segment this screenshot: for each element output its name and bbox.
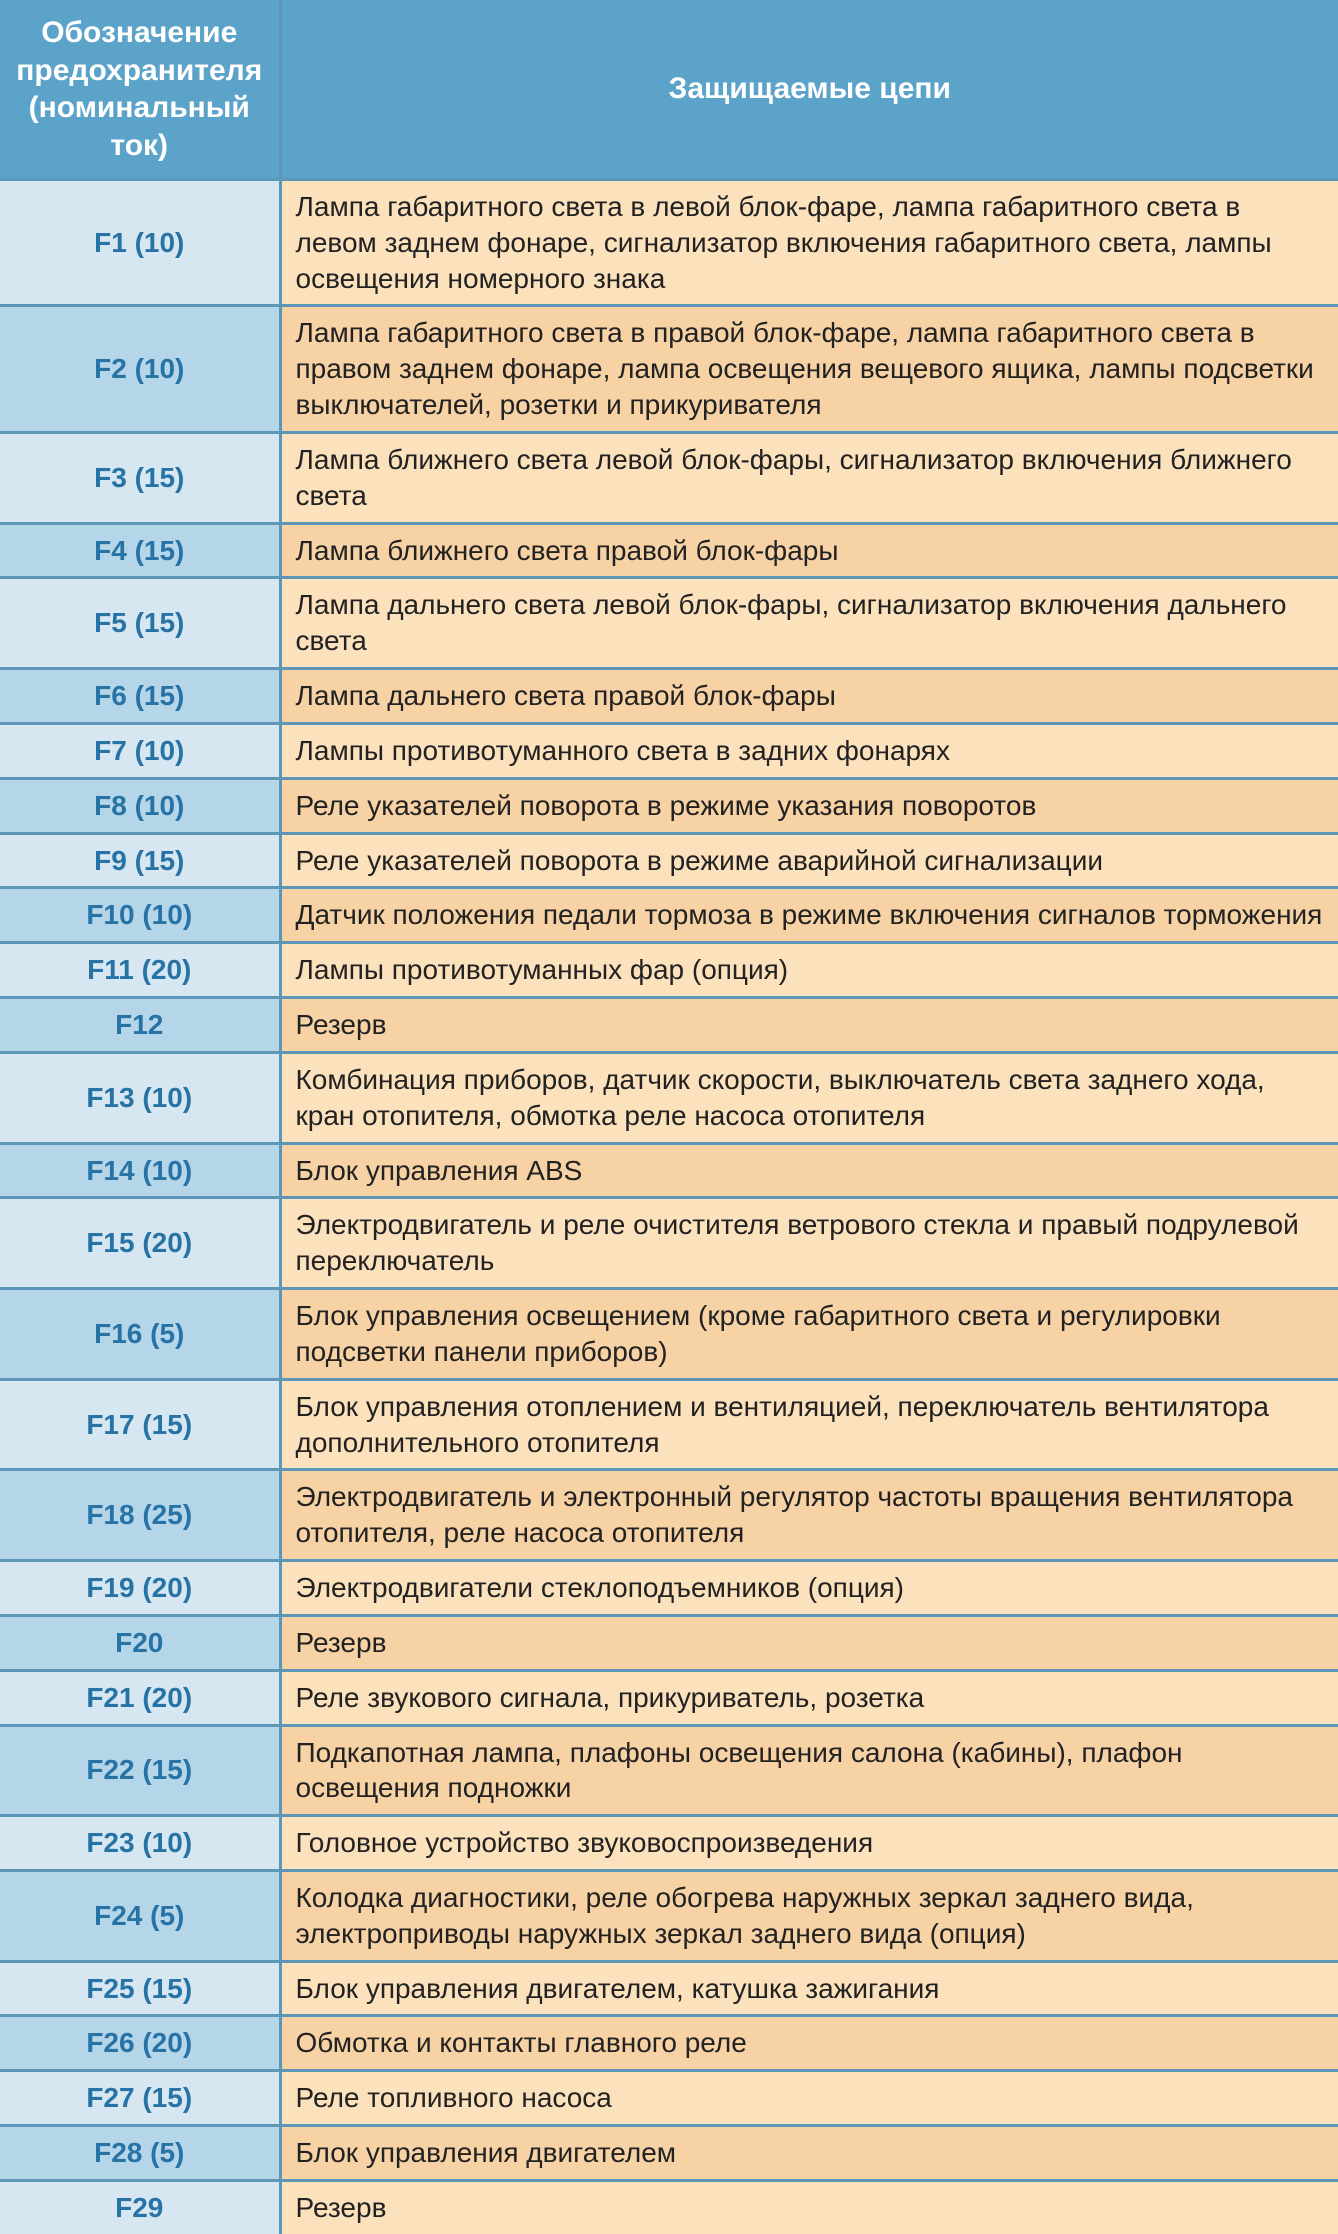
fuse-label: F18 (25) — [0, 1470, 280, 1561]
table-row: F17 (15)Блок управления отоплением и вен… — [0, 1379, 1338, 1470]
table-row: F9 (15)Реле указателей поворота в режиме… — [0, 833, 1338, 888]
circuit-description: Подкапотная лампа, плафоны освещения сал… — [280, 1725, 1338, 1816]
table-row: F27 (15)Реле топливного насоса — [0, 2071, 1338, 2126]
fuse-label: F4 (15) — [0, 523, 280, 578]
table-row: F6 (15)Лампа дальнего света правой блок-… — [0, 669, 1338, 724]
fuse-label: F15 (20) — [0, 1198, 280, 1289]
fuse-label: F5 (15) — [0, 578, 280, 669]
table-row: F28 (5)Блок управления двигателем — [0, 2126, 1338, 2181]
circuit-description: Датчик положения педали тормоза в режиме… — [280, 888, 1338, 943]
fuse-label: F6 (15) — [0, 669, 280, 724]
circuit-description: Блок управления освещением (кроме габари… — [280, 1289, 1338, 1380]
table-row: F14 (10)Блок управления ABS — [0, 1143, 1338, 1198]
circuit-description: Электродвигатель и реле очистителя ветро… — [280, 1198, 1338, 1289]
fuse-label: F26 (20) — [0, 2016, 280, 2071]
circuit-description: Головное устройство звуковоспроизведения — [280, 1816, 1338, 1871]
circuit-description: Колодка диагностики, реле обогрева наруж… — [280, 1870, 1338, 1961]
table-row: F3 (15)Лампа ближнего света левой блок-ф… — [0, 432, 1338, 523]
table-row: F29Резерв — [0, 2180, 1338, 2233]
fuse-label: F7 (10) — [0, 723, 280, 778]
circuit-description: Лампа ближнего света левой блок-фары, си… — [280, 432, 1338, 523]
circuit-description: Реле указателей поворота в режиме аварий… — [280, 833, 1338, 888]
table-row: F19 (20)Электродвигатели стеклоподъемник… — [0, 1561, 1338, 1616]
circuit-description: Резерв — [280, 1615, 1338, 1670]
fuse-label: F12 — [0, 998, 280, 1053]
fuse-label: F25 (15) — [0, 1961, 280, 2016]
fuse-label: F29 — [0, 2180, 280, 2233]
circuit-description: Резерв — [280, 2180, 1338, 2233]
table-row: F16 (5)Блок управления освещением (кроме… — [0, 1289, 1338, 1380]
circuit-description: Электродвигатель и электронный регулятор… — [280, 1470, 1338, 1561]
table-row: F25 (15)Блок управления двигателем, кату… — [0, 1961, 1338, 2016]
table-row: F10 (10)Датчик положения педали тормоза … — [0, 888, 1338, 943]
fuse-label: F21 (20) — [0, 1670, 280, 1725]
fuse-label: F14 (10) — [0, 1143, 280, 1198]
table-header-row: Обозначение предохранителя (номинальный … — [0, 0, 1338, 180]
circuit-description: Блок управления двигателем — [280, 2126, 1338, 2181]
circuit-description: Лампы противотуманного света в задних фо… — [280, 723, 1338, 778]
circuit-description: Электродвигатели стеклоподъемников (опци… — [280, 1561, 1338, 1616]
table-row: F22 (15)Подкапотная лампа, плафоны освещ… — [0, 1725, 1338, 1816]
table-row: F12Резерв — [0, 998, 1338, 1053]
circuit-description: Реле топливного насоса — [280, 2071, 1338, 2126]
fuse-label: F19 (20) — [0, 1561, 280, 1616]
table-row: F23 (10)Головное устройство звуковоспрои… — [0, 1816, 1338, 1871]
fuse-label: F27 (15) — [0, 2071, 280, 2126]
circuit-description: Блок управления двигателем, катушка зажи… — [280, 1961, 1338, 2016]
table-row: F24 (5)Колодка диагностики, реле обогрев… — [0, 1870, 1338, 1961]
circuit-description: Лампа дальнего света правой блок-фары — [280, 669, 1338, 724]
fuse-label: F20 — [0, 1615, 280, 1670]
fuse-label: F2 (10) — [0, 306, 280, 432]
fuse-label: F16 (5) — [0, 1289, 280, 1380]
header-circuit: Защищаемые цепи — [280, 0, 1338, 180]
header-fuse: Обозначение предохранителя (номинальный … — [0, 0, 280, 180]
table-row: F20Резерв — [0, 1615, 1338, 1670]
table-row: F2 (10)Лампа габаритного света в правой … — [0, 306, 1338, 432]
table-row: F11 (20)Лампы противотуманных фар (опция… — [0, 943, 1338, 998]
table-row: F1 (10)Лампа габаритного света в левой б… — [0, 180, 1338, 306]
table-row: F4 (15)Лампа ближнего света правой блок-… — [0, 523, 1338, 578]
fuse-label: F3 (15) — [0, 432, 280, 523]
circuit-description: Лампа габаритного света в левой блок-фар… — [280, 180, 1338, 306]
circuit-description: Лампа габаритного света в правой блок-фа… — [280, 306, 1338, 432]
circuit-description: Лампа дальнего света левой блок-фары, си… — [280, 578, 1338, 669]
circuit-description: Блок управления отоплением и вентиляцией… — [280, 1379, 1338, 1470]
fuse-label: F22 (15) — [0, 1725, 280, 1816]
fuse-label: F10 (10) — [0, 888, 280, 943]
circuit-description: Лампы противотуманных фар (опция) — [280, 943, 1338, 998]
fuse-table: Обозначение предохранителя (номинальный … — [0, 0, 1338, 2234]
table-row: F7 (10)Лампы противотуманного света в за… — [0, 723, 1338, 778]
fuse-label: F24 (5) — [0, 1870, 280, 1961]
fuse-label: F1 (10) — [0, 180, 280, 306]
fuse-label: F17 (15) — [0, 1379, 280, 1470]
fuse-label: F11 (20) — [0, 943, 280, 998]
table-row: F21 (20)Реле звукового сигнала, прикурив… — [0, 1670, 1338, 1725]
table-row: F13 (10)Комбинация приборов, датчик скор… — [0, 1052, 1338, 1143]
circuit-description: Реле звукового сигнала, прикуриватель, р… — [280, 1670, 1338, 1725]
circuit-description: Лампа ближнего света правой блок-фары — [280, 523, 1338, 578]
circuit-description: Реле указателей поворота в режиме указан… — [280, 778, 1338, 833]
circuit-description: Резерв — [280, 998, 1338, 1053]
table-row: F15 (20)Электродвигатель и реле очистите… — [0, 1198, 1338, 1289]
fuse-label: F28 (5) — [0, 2126, 280, 2181]
fuse-label: F13 (10) — [0, 1052, 280, 1143]
circuit-description: Обмотка и контакты главного реле — [280, 2016, 1338, 2071]
circuit-description: Комбинация приборов, датчик скорости, вы… — [280, 1052, 1338, 1143]
fuse-label: F9 (15) — [0, 833, 280, 888]
table-row: F26 (20)Обмотка и контакты главного реле — [0, 2016, 1338, 2071]
fuse-label: F8 (10) — [0, 778, 280, 833]
table-row: F18 (25)Электродвигатель и электронный р… — [0, 1470, 1338, 1561]
table-row: F5 (15)Лампа дальнего света левой блок-ф… — [0, 578, 1338, 669]
circuit-description: Блок управления ABS — [280, 1143, 1338, 1198]
table-row: F8 (10)Реле указателей поворота в режиме… — [0, 778, 1338, 833]
fuse-label: F23 (10) — [0, 1816, 280, 1871]
fuse-table-body: F1 (10)Лампа габаритного света в левой б… — [0, 180, 1338, 2234]
